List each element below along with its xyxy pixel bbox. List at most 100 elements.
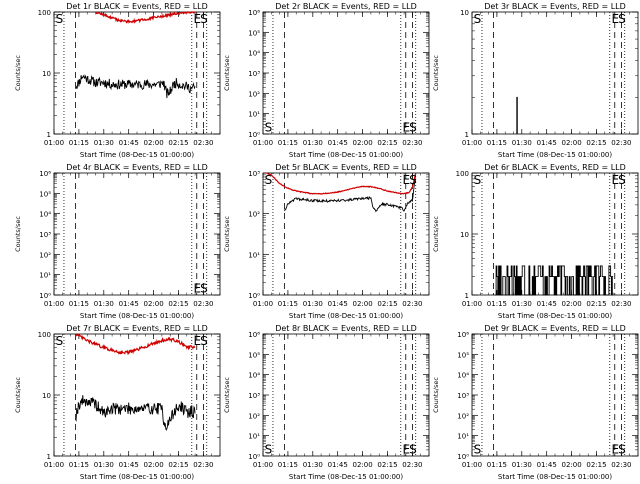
x-tick-label: 01:30: [94, 139, 114, 147]
y-tick-label: 10²: [248, 211, 260, 219]
y-tick-label: 10⁶: [248, 331, 260, 339]
panel-title: Det 9r BLACK = Events, RED = LLD: [484, 324, 626, 333]
x-tick-label: 01:15: [278, 300, 298, 308]
x-tick-label: 02:15: [377, 300, 397, 308]
x-tick-label: 01:00: [44, 461, 64, 469]
x-axis-label: Start Time (08-Dec-15 01:00:00): [498, 473, 612, 480]
detector-panel-8: Det 8r BLACK = Events, RED = LLD Start Ti…: [223, 324, 430, 481]
time-marker-label: S: [618, 173, 626, 187]
x-tick-label: 02:30: [611, 461, 631, 469]
panel-title: Det 8r BLACK = Events, RED = LLD: [275, 324, 417, 333]
y-tick-label: 10⁶: [248, 9, 260, 17]
x-tick-label: 02:15: [377, 139, 397, 147]
y-tick-label: 10⁴: [39, 211, 51, 219]
time-marker-label: S: [474, 443, 482, 457]
x-tick-label: 01:15: [487, 300, 507, 308]
time-marker-label: E: [611, 443, 619, 457]
y-axis-label: Counts/sec: [432, 55, 440, 91]
y-tick-label: 10³: [457, 392, 469, 400]
detector-panel-9: Det 9r BLACK = Events, RED = LLD Start Ti…: [432, 324, 639, 481]
x-tick-label: 02:00: [353, 139, 373, 147]
time-marker-label: S: [409, 443, 417, 457]
x-tick-label: 01:15: [487, 461, 507, 469]
x-tick-label: 01:45: [328, 461, 348, 469]
detector-panel-1: Det 1r BLACK = Events, RED = LLD Start Ti…: [14, 2, 221, 159]
events-series-line: [516, 96, 518, 134]
plot-frame: [471, 333, 639, 457]
y-tick-label: 10⁵: [457, 351, 469, 359]
x-tick-label: 02:30: [193, 139, 213, 147]
y-tick-label: 10⁶: [457, 331, 469, 339]
x-tick-label: 02:00: [144, 300, 164, 308]
plot-frame: [53, 172, 221, 296]
y-tick-label: 10: [460, 231, 469, 239]
y-tick-label: 10²: [248, 412, 260, 420]
x-axis-label: Start Time (08-Dec-15 01:00:00): [80, 312, 194, 320]
time-marker-label: E: [402, 443, 410, 457]
time-marker-label: E: [193, 12, 201, 26]
time-marker-label: S: [56, 12, 64, 26]
y-axis-label: Counts/sec: [14, 377, 22, 413]
detector-panel-5: Det 5r BLACK = Events, RED = LLD Start Ti…: [223, 163, 430, 320]
panel-title: Det 1r BLACK = Events, RED = LLD: [66, 2, 208, 11]
x-tick-label: 02:15: [168, 300, 188, 308]
x-axis-label: Start Time (08-Dec-15 01:00:00): [289, 312, 403, 320]
x-tick-label: 01:45: [537, 300, 557, 308]
y-tick-label: 10¹: [248, 251, 260, 259]
x-tick-label: 01:15: [69, 139, 89, 147]
x-tick-label: 02:15: [586, 300, 606, 308]
y-tick-label: 10⁰: [248, 131, 260, 139]
y-axis-label: Counts/sec: [223, 55, 231, 91]
y-tick-label: 10: [42, 70, 51, 78]
x-tick-label: 01:15: [487, 139, 507, 147]
plot-frame: [262, 333, 430, 457]
time-marker-label: E: [611, 12, 619, 26]
x-tick-label: 01:00: [253, 300, 273, 308]
detector-panel-4: Det 4r BLACK = Events, RED = LLD Start Ti…: [14, 163, 221, 320]
y-tick-label: 10³: [248, 170, 260, 178]
panel-title: Det 5r BLACK = Events, RED = LLD: [275, 163, 417, 172]
time-marker-label: S: [474, 173, 482, 187]
x-tick-label: 01:30: [94, 300, 114, 308]
x-tick-label: 02:15: [168, 461, 188, 469]
time-marker-label: S: [618, 443, 626, 457]
x-tick-label: 02:30: [402, 300, 422, 308]
x-axis-label: Start Time (08-Dec-15 01:00:00): [498, 312, 612, 320]
x-tick-label: 01:00: [44, 139, 64, 147]
y-tick-label: 10: [42, 392, 51, 400]
x-tick-label: 01:30: [303, 139, 323, 147]
x-tick-label: 01:45: [328, 300, 348, 308]
plot-frame: [471, 11, 639, 135]
panel-title: Det 4r BLACK = Events, RED = LLD: [66, 163, 208, 172]
x-tick-label: 02:30: [193, 461, 213, 469]
y-tick-label: 10⁶: [39, 170, 51, 178]
panel-title: Det 7r BLACK = Events, RED = LLD: [66, 324, 208, 333]
plot-frame: [262, 172, 430, 296]
events-series-line: [284, 172, 417, 213]
time-marker-label: E: [193, 334, 201, 348]
x-tick-label: 02:00: [562, 461, 582, 469]
x-tick-label: 01:00: [462, 300, 482, 308]
time-marker-label: S: [474, 12, 482, 26]
time-marker-label: S: [265, 443, 273, 457]
x-tick-label: 02:15: [586, 461, 606, 469]
lld-series-line: [266, 172, 417, 195]
y-axis-label: Counts/sec: [432, 216, 440, 252]
y-tick-label: 10⁰: [248, 292, 260, 300]
y-tick-label: 10⁵: [248, 29, 260, 37]
x-tick-label: 02:00: [562, 300, 582, 308]
time-marker-label: E: [402, 121, 410, 135]
x-tick-label: 02:15: [377, 461, 397, 469]
lld-series-line: [95, 10, 196, 24]
plot-frame: [262, 11, 430, 135]
y-axis-label: Counts/sec: [14, 216, 22, 252]
x-tick-label: 02:30: [402, 461, 422, 469]
detector-panel-3: Det 3r BLACK = Events, RED = LLD Start Ti…: [432, 2, 639, 159]
y-tick-label: 1: [47, 131, 51, 139]
x-tick-label: 01:45: [119, 300, 139, 308]
x-axis-label: Start Time (08-Dec-15 01:00:00): [498, 151, 612, 159]
x-tick-label: 01:45: [119, 461, 139, 469]
y-tick-label: 10³: [39, 231, 51, 239]
y-tick-label: 10¹: [248, 433, 260, 441]
x-tick-label: 02:00: [144, 139, 164, 147]
